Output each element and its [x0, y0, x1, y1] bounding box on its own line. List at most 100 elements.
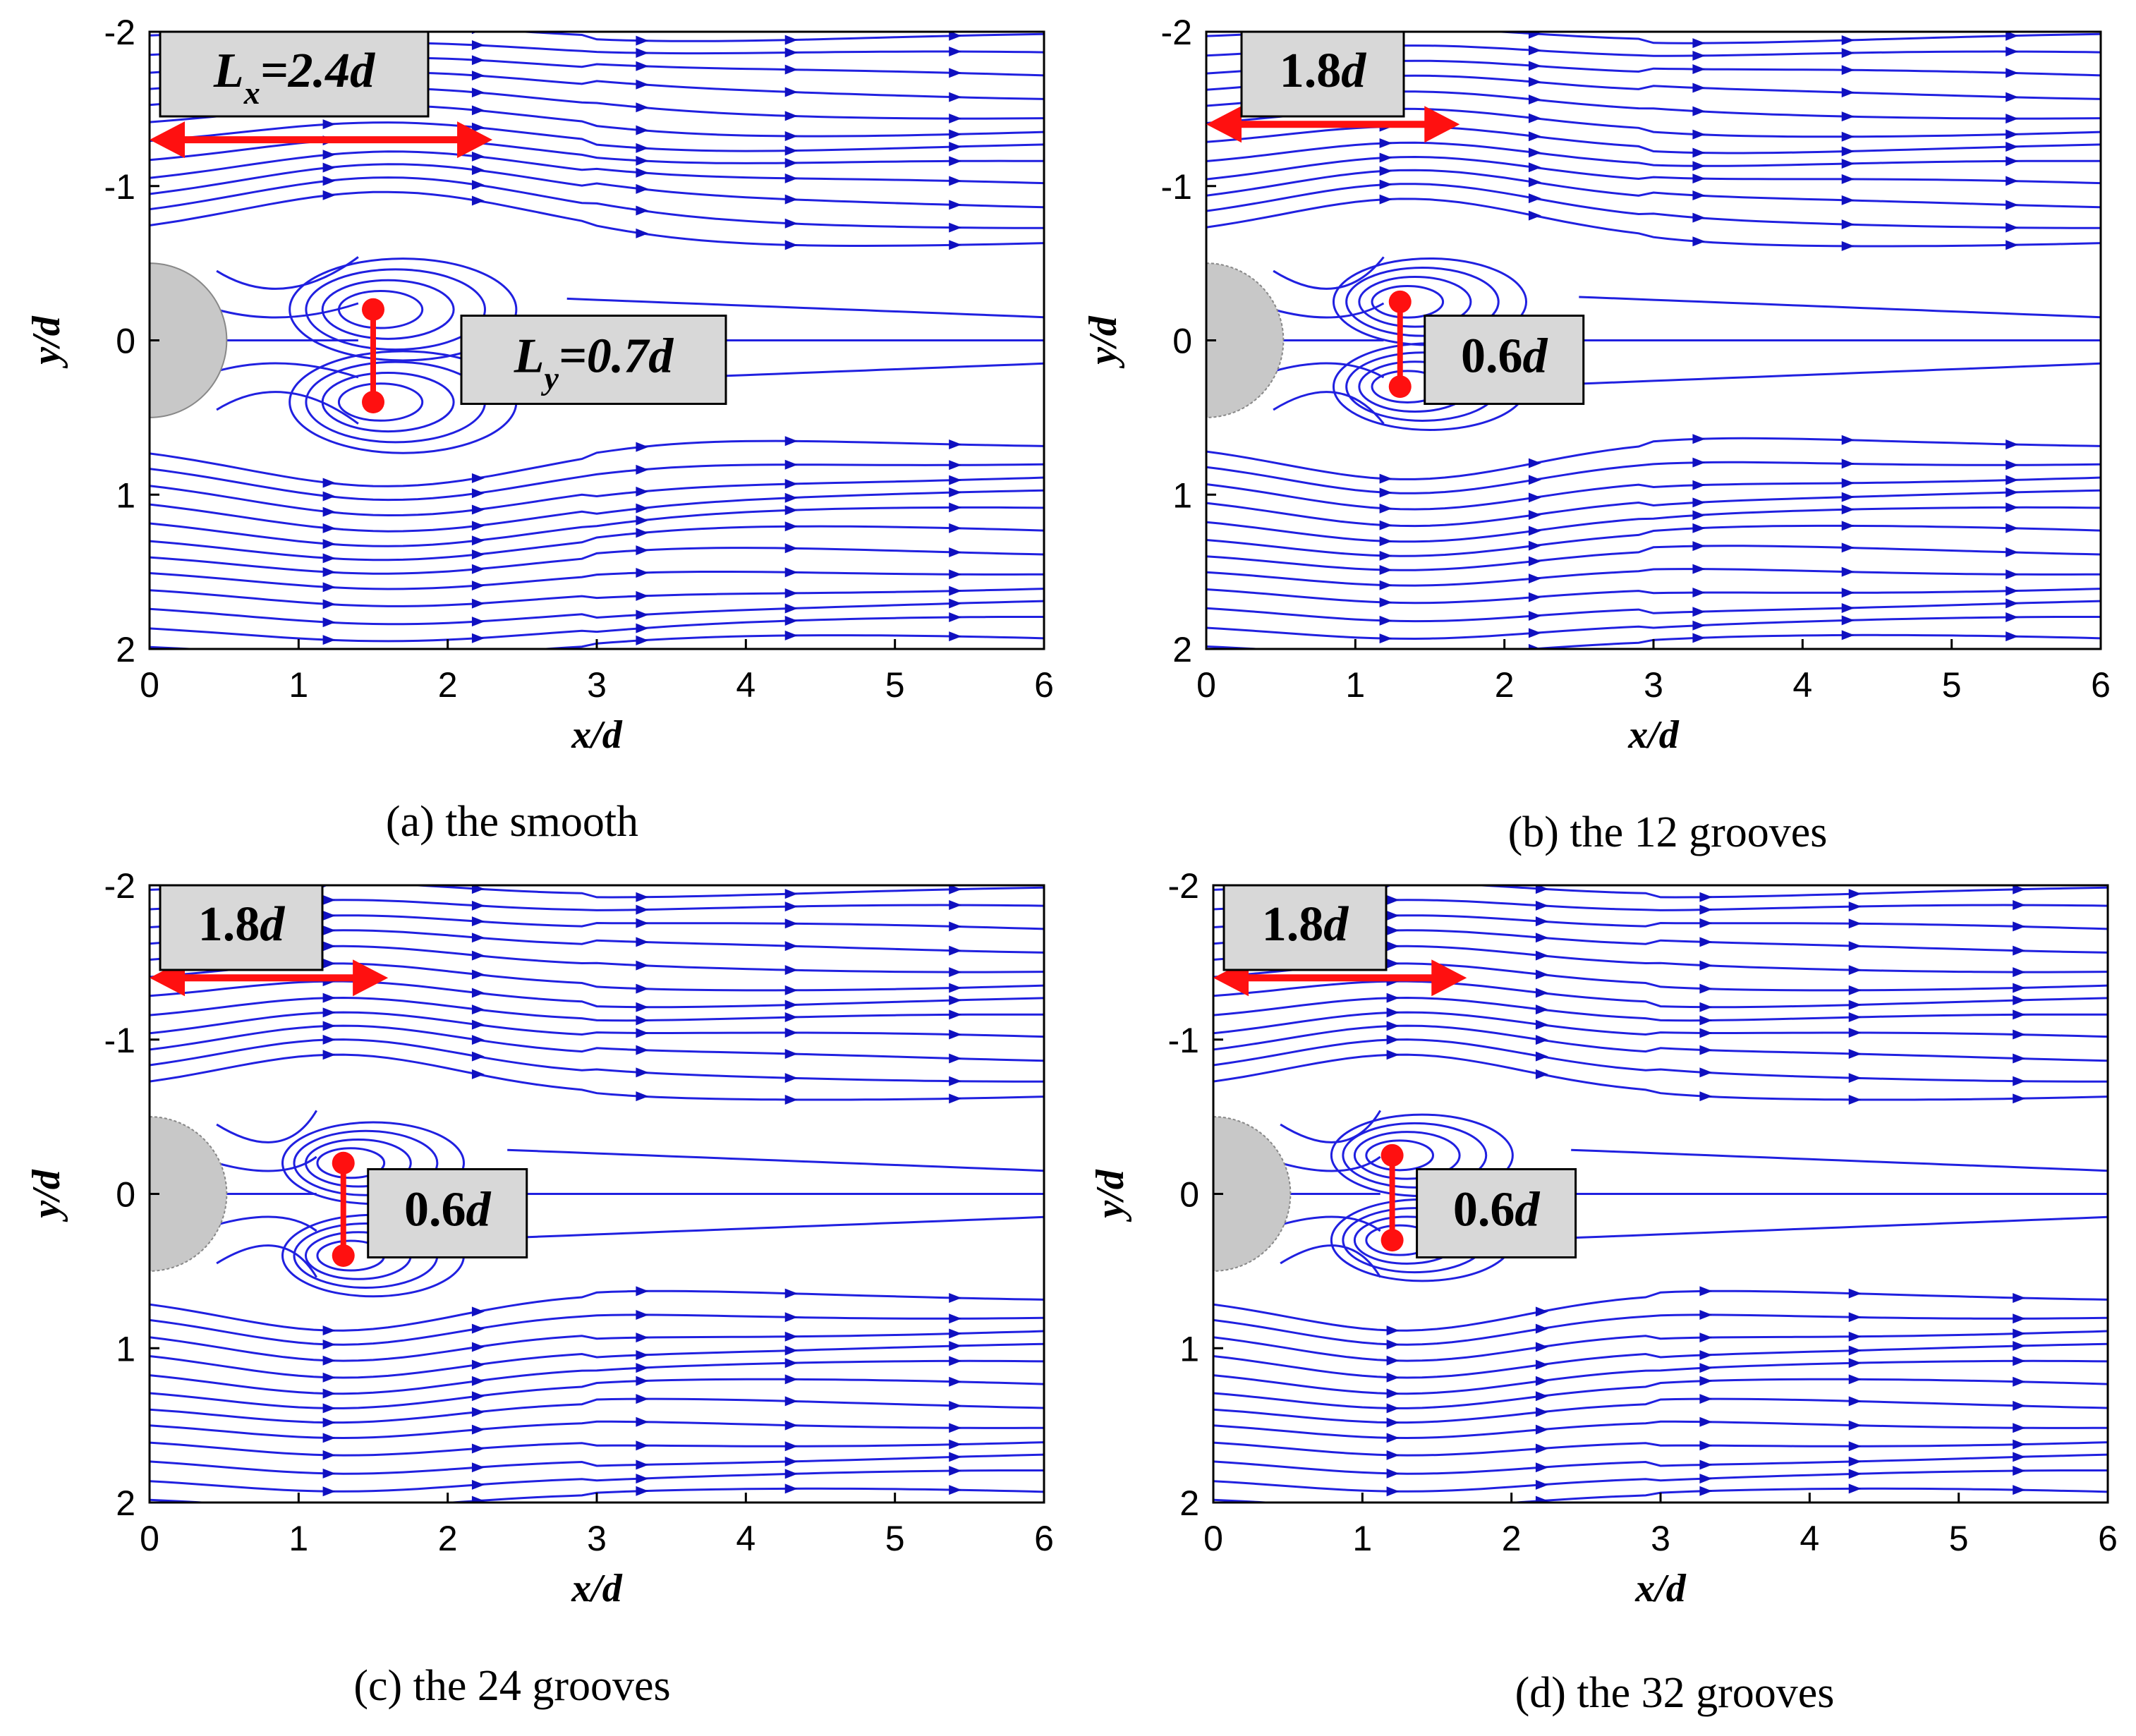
streamline: [150, 163, 1044, 209]
y-tick-label: 1: [116, 1329, 135, 1368]
streamline: [150, 176, 1044, 229]
streamline: [150, 1313, 1044, 1346]
flow-arrow: [1699, 1028, 1713, 1038]
lower-vortex-loop: [321, 371, 455, 433]
length-label: 1.8d: [198, 897, 286, 952]
flow-arrow: [1699, 1002, 1713, 1012]
flow-arrow: [784, 130, 798, 141]
width-marker-dot-top: [362, 298, 384, 321]
streamline: [1213, 1038, 2108, 1083]
flow-arrow: [949, 1029, 962, 1040]
flow-arrow: [949, 92, 962, 102]
flow-arrow: [1848, 1312, 1862, 1323]
streamline: [216, 1110, 317, 1143]
flow-arrow: [784, 1420, 798, 1431]
flow-arrow: [1379, 152, 1392, 163]
flow-arrow: [1699, 1363, 1713, 1373]
flow-arrow: [784, 459, 798, 470]
flow-arrow: [636, 983, 649, 994]
flow-arrow: [471, 617, 485, 627]
flow-arrow: [636, 960, 649, 971]
flow-arrow: [636, 918, 649, 928]
flow-arrow: [636, 125, 649, 135]
flow-arrow: [784, 240, 798, 250]
width-marker-dot-bottom: [332, 1244, 355, 1267]
streamline: [1213, 1011, 2108, 1038]
length-label: 1.8d: [1262, 897, 1349, 952]
x-tick-label: 6: [2098, 1519, 2118, 1558]
flow-arrow: [1387, 1503, 1400, 1512]
flow-arrow: [471, 916, 485, 927]
flow-arrow: [1535, 933, 1548, 943]
flow-arrow: [1528, 95, 1541, 105]
flow-arrow: [471, 1424, 485, 1435]
flow-arrow: [1848, 1094, 1862, 1105]
streamline: [1206, 588, 2101, 605]
flow-arrow: [949, 1439, 962, 1450]
flow-arrow: [636, 1486, 649, 1496]
x-tick-label: 3: [1651, 1519, 1670, 1558]
flow-arrow: [471, 633, 485, 643]
flow-arrow: [1528, 592, 1541, 602]
flow-arrow: [2005, 142, 2019, 152]
streamline: [150, 996, 1044, 1022]
flow-arrow: [784, 543, 798, 554]
streamline: [150, 32, 1044, 42]
flow-arrow: [2013, 900, 2026, 911]
y-tick-label: 2: [116, 1483, 135, 1523]
width-label-value: 0.6: [1461, 329, 1523, 384]
flow-arrow: [1692, 541, 1706, 552]
flow-arrow: [322, 1486, 336, 1497]
flow-arrow: [471, 151, 485, 162]
flow-arrow: [322, 599, 336, 609]
flow-arrow: [1528, 509, 1541, 520]
upper-vortex-loop: [289, 257, 518, 362]
streamline: [150, 980, 1044, 1009]
length-label-box: [1240, 30, 1405, 118]
width-label-sub: y: [540, 360, 559, 396]
flow-arrow: [471, 55, 485, 66]
flow-arrow: [1379, 520, 1392, 530]
length-label-value: 1.8: [198, 897, 260, 952]
flow-arrow: [2005, 487, 2019, 498]
x-tick-label: 2: [1495, 665, 1515, 705]
flow-arrow: [1528, 643, 1541, 649]
streamline: [150, 463, 1044, 502]
flow-arrow: [1535, 1462, 1548, 1473]
flow-arrow: [949, 176, 962, 186]
flow-arrow: [636, 1015, 649, 1026]
x-tick-label: 5: [885, 1519, 905, 1558]
flow-arrow: [2013, 1313, 2026, 1324]
flow-arrow: [471, 1462, 485, 1473]
flow-arrow: [471, 1479, 485, 1490]
width-marker-dot-bottom: [1380, 1229, 1404, 1252]
flow-arrow: [949, 141, 962, 152]
flow-arrow: [636, 1333, 649, 1343]
plot-area: [1206, 32, 2101, 649]
streamline: [1206, 616, 2101, 641]
flow-arrow: [2005, 598, 2019, 609]
flow-arrow: [471, 71, 485, 81]
flow-arrow: [949, 631, 962, 642]
panel-d: 0 1 2 3 4 5 6 -2 -1 0 1 2 x/d y/d (d) the 32 grooves 1.…: [1088, 866, 2118, 1717]
flow-arrow: [636, 1416, 649, 1427]
flow-arrow: [322, 491, 336, 502]
flow-arrow: [2013, 1485, 2026, 1495]
flow-arrow: [784, 436, 798, 447]
flow-arrow: [471, 521, 485, 531]
flow-arrow: [2005, 92, 2019, 102]
flow-arrow: [1386, 1403, 1400, 1414]
flow-arrow: [2013, 1328, 2026, 1339]
flow-arrow: [636, 904, 649, 915]
flow-arrow: [1535, 1479, 1548, 1490]
flow-arrow: [322, 1468, 336, 1479]
flow-arrow: [471, 105, 485, 116]
flow-arrow: [1699, 1333, 1713, 1343]
flow-arrow: [949, 32, 962, 41]
flow-arrow: [784, 567, 798, 578]
flow-arrow: [322, 176, 336, 186]
flow-arrow: [784, 1456, 798, 1467]
length-label-box: [1222, 884, 1388, 971]
flow-arrow: [784, 1345, 798, 1356]
flow-arrow: [471, 195, 485, 206]
